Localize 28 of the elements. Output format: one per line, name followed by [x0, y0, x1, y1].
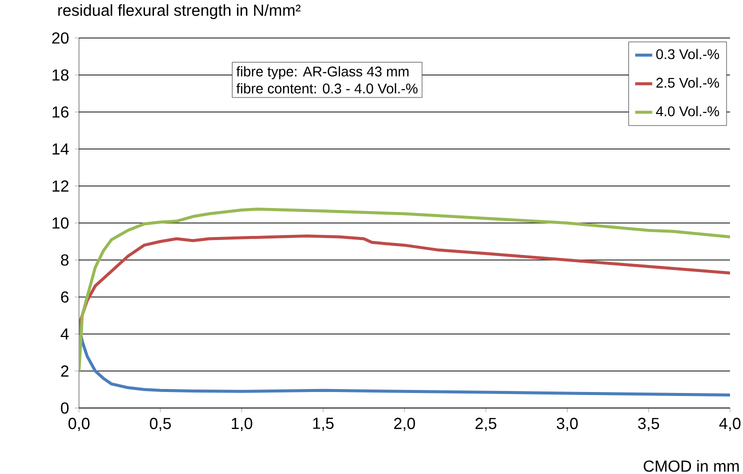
y-tick-label: 2: [61, 365, 68, 377]
x-tick-label: 0,0: [68, 418, 90, 432]
y-tick-label: 16: [52, 106, 68, 118]
y-tick-label: 6: [61, 291, 68, 303]
y-tick-label: 4: [60, 328, 69, 340]
y-tick-label: 10: [52, 217, 69, 229]
x-tick-label: 0,5: [150, 418, 171, 432]
x-tick-label: 4,0: [719, 418, 740, 432]
y-tick-label: 20: [52, 32, 69, 44]
x-tick-label: 1,0: [232, 418, 252, 432]
legend-label: 2.5 Vol.-%: [656, 77, 720, 88]
x-axis-title: CMOD in mm: [644, 460, 739, 472]
y-tick-label: 14: [52, 143, 69, 155]
legend-label: 4.0 Vol.-%: [656, 106, 720, 116]
line-series: [79, 234, 730, 326]
annotation: fibre content: 0.3 - 4.0 Vol.-%: [236, 83, 418, 94]
annotation: fibre type: AR-Glass 43 mm: [236, 66, 408, 80]
x-tick-label: 3,5: [638, 418, 660, 432]
legend-label: 0.3 Vol.-%: [656, 48, 720, 60]
y-axis-title: residual flexural strength in N/mm²: [58, 4, 300, 20]
y-tick-label: 12: [52, 180, 68, 192]
x-tick-label: 2,5: [476, 418, 496, 432]
x-tick-label: 2,0: [394, 418, 415, 432]
y-tick-label: 8: [60, 254, 69, 266]
x-tick-label: 3,0: [556, 418, 578, 432]
y-tick-label: 18: [52, 69, 69, 81]
x-tick-label: 1,5: [313, 418, 334, 431]
y-tick-label: 0: [60, 402, 69, 414]
